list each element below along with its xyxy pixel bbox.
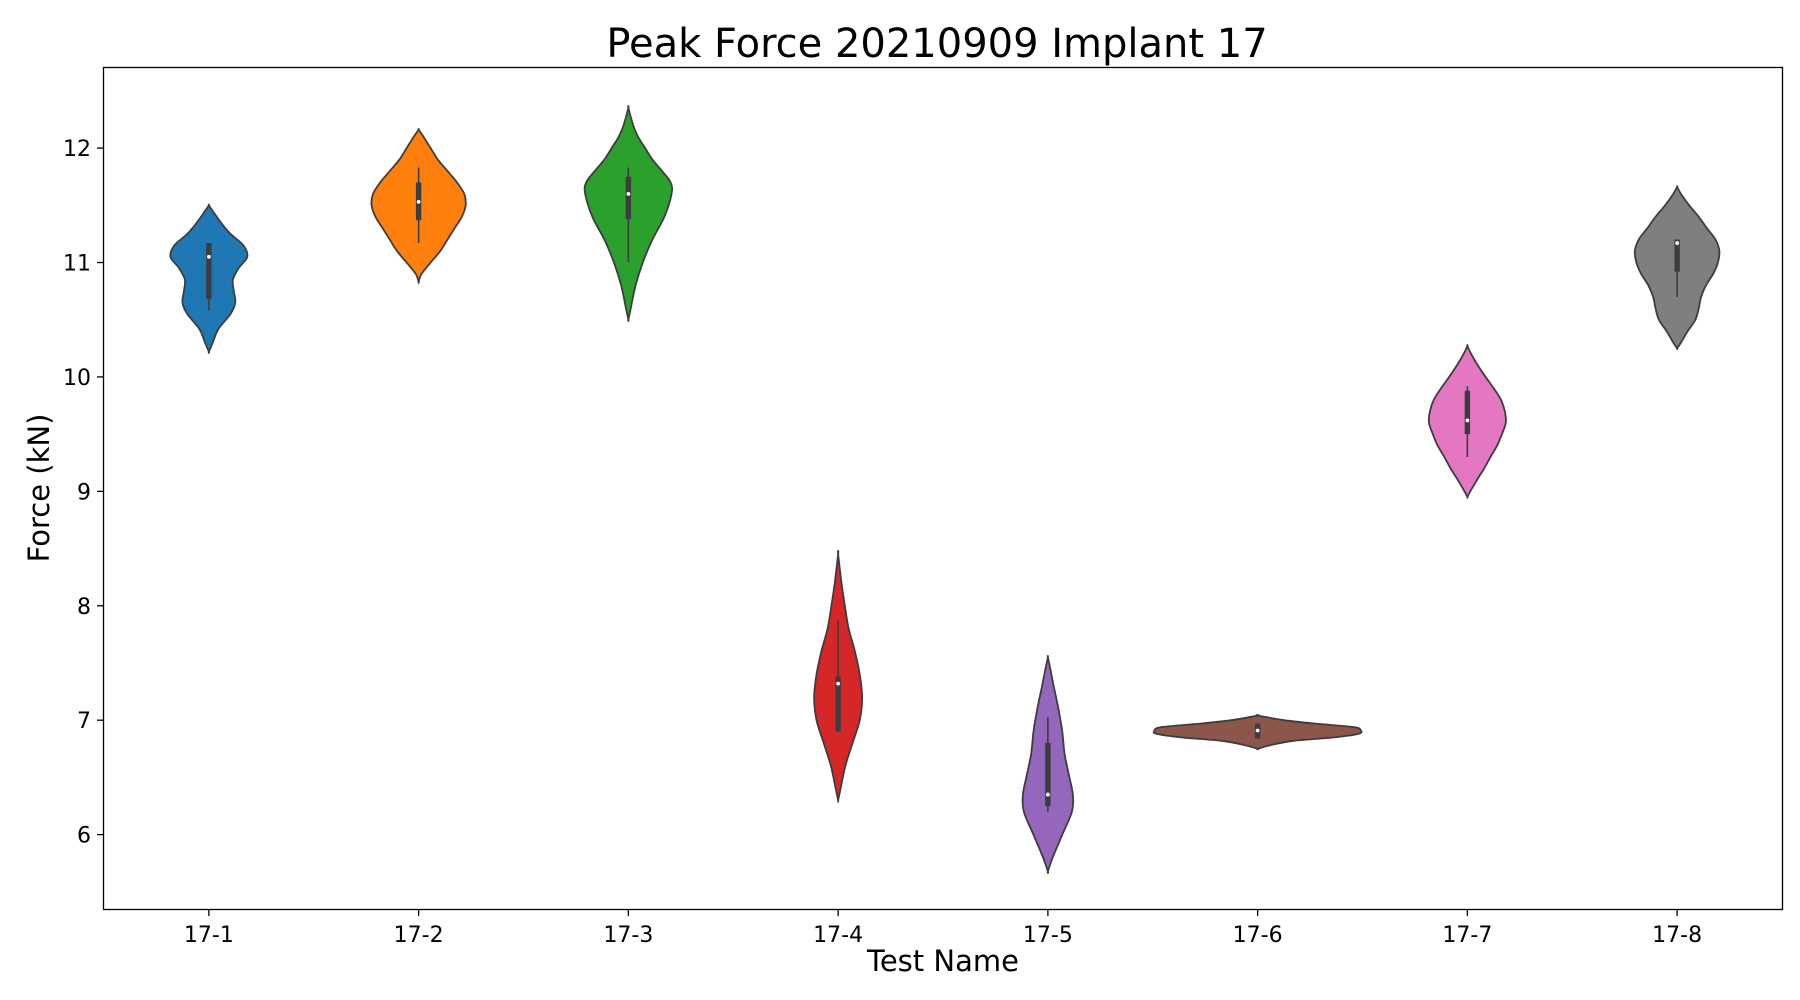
x-tick-label: 17-4: [813, 923, 863, 948]
x-axis-label: Test Name: [866, 944, 1019, 978]
x-tick-label: 17-6: [1233, 923, 1283, 948]
x-tick-label: 17-1: [184, 923, 234, 948]
x-tick-label: 17-3: [603, 923, 653, 948]
median-17-1: [206, 254, 211, 259]
x-tick-label: 17-7: [1442, 923, 1492, 948]
y-tick-label: 6: [77, 824, 91, 849]
y-tick-label: 10: [63, 366, 91, 391]
y-tick-label: 12: [63, 137, 91, 162]
median-17-2: [416, 199, 421, 204]
box-17-4: [835, 676, 841, 732]
median-17-6: [1255, 728, 1260, 733]
y-tick-label: 8: [77, 595, 91, 620]
median-17-3: [626, 191, 631, 196]
y-tick-label: 9: [77, 480, 91, 505]
box-17-5: [1045, 743, 1051, 807]
chart-title: Peak Force 20210909 Implant 17: [606, 21, 1267, 67]
y-tick-label: 11: [63, 252, 91, 277]
x-tick-label: 17-8: [1652, 923, 1702, 948]
median-17-5: [1045, 792, 1050, 797]
median-17-4: [836, 681, 841, 686]
box-17-8: [1674, 239, 1680, 272]
median-17-7: [1465, 418, 1470, 423]
violin-series-group: [169, 105, 1721, 874]
median-17-8: [1675, 241, 1680, 245]
box-17-7: [1464, 390, 1471, 435]
box-17-1: [206, 243, 212, 300]
y-axis-label: Force (kN): [22, 414, 56, 563]
x-tick-label: 17-5: [1023, 923, 1073, 948]
x-axis-ticks: 17-1 17-2 17-3 17-4 17-5 17-6 17-7 17-8: [184, 909, 1702, 948]
y-axis-ticks: 6 7 8 9 10 11 12: [63, 137, 104, 849]
plot-area-frame: [102, 66, 1784, 911]
x-tick-label: 17-2: [394, 923, 444, 948]
y-tick-label: 7: [77, 709, 91, 734]
box-17-3: [625, 176, 632, 220]
